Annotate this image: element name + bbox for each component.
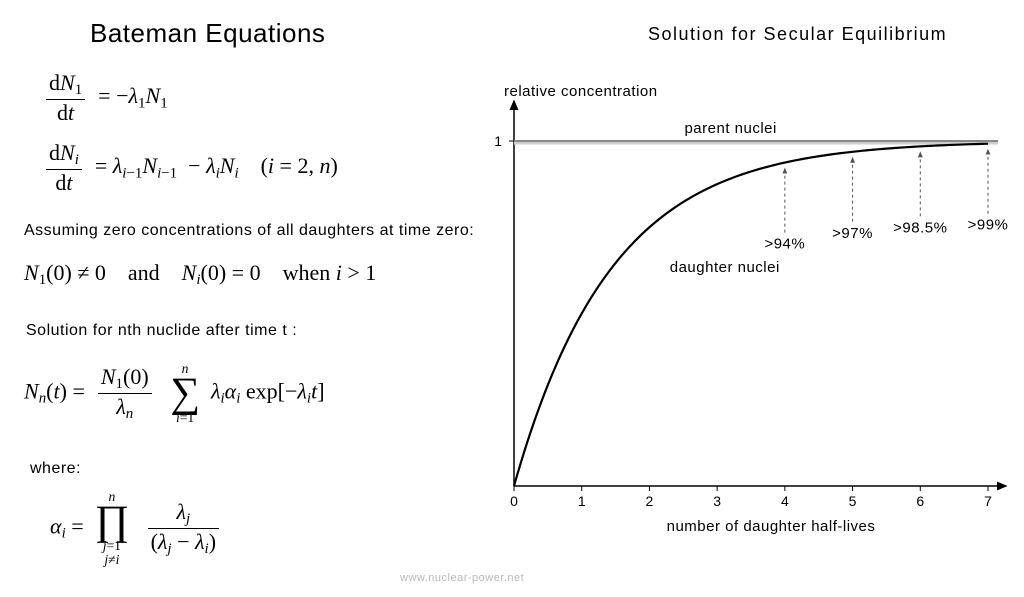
assumption-text: Assuming zero concentrations of all daug… <box>24 222 474 240</box>
initial-conditions: N1(0) ≠ 0 and Ni(0) = 0 when i > 1 <box>24 260 376 289</box>
svg-text:3: 3 <box>713 493 721 509</box>
svg-text:relative concentration: relative concentration <box>504 83 658 100</box>
where-label: where: <box>30 460 81 478</box>
solution-label: Solution for nth nuclide after time t : <box>26 322 297 340</box>
svg-text:>94%: >94% <box>764 236 805 253</box>
svg-text:1: 1 <box>578 493 586 509</box>
secular-equilibrium-chart: relative concentration 0 1 2 3 4 5 6 7 1 parent nu… <box>480 76 1010 576</box>
title-secular: Solution for Secular Equilibrium <box>648 24 947 45</box>
svg-text:7: 7 <box>984 493 992 509</box>
title-bateman: Bateman Equations <box>90 18 325 49</box>
svg-text:>98.5%: >98.5% <box>893 219 947 236</box>
svg-text:1: 1 <box>494 133 502 149</box>
svg-text:parent nuclei: parent nuclei <box>684 120 776 137</box>
svg-text:number of daughter half-lives: number of daughter half-lives <box>667 518 876 535</box>
svg-text:0: 0 <box>510 493 518 509</box>
equation-dnidt: dNi dt = λi−1Ni−1 − λiNi (i = 2, n) <box>44 140 338 196</box>
svg-text:daughter nuclei: daughter nuclei <box>670 259 780 276</box>
svg-text:5: 5 <box>849 493 857 509</box>
equation-alpha-i: αi = n ∏ j=1j≠i λj (λj − λi) <box>50 490 221 566</box>
equation-nn-t: Nn(t) = N1(0) λn n ∑ i=1 λiαi exp[−λit] <box>24 362 325 425</box>
svg-text:6: 6 <box>916 493 924 509</box>
svg-text:2: 2 <box>646 493 654 509</box>
equation-dn1dt: dN1 dt = −λ1N1 <box>44 70 168 126</box>
svg-text:4: 4 <box>781 493 789 509</box>
svg-text:>97%: >97% <box>832 225 873 242</box>
chart-svg: relative concentration 0 1 2 3 4 5 6 7 1 parent nu… <box>480 76 1010 576</box>
svg-text:>99%: >99% <box>968 217 1009 234</box>
